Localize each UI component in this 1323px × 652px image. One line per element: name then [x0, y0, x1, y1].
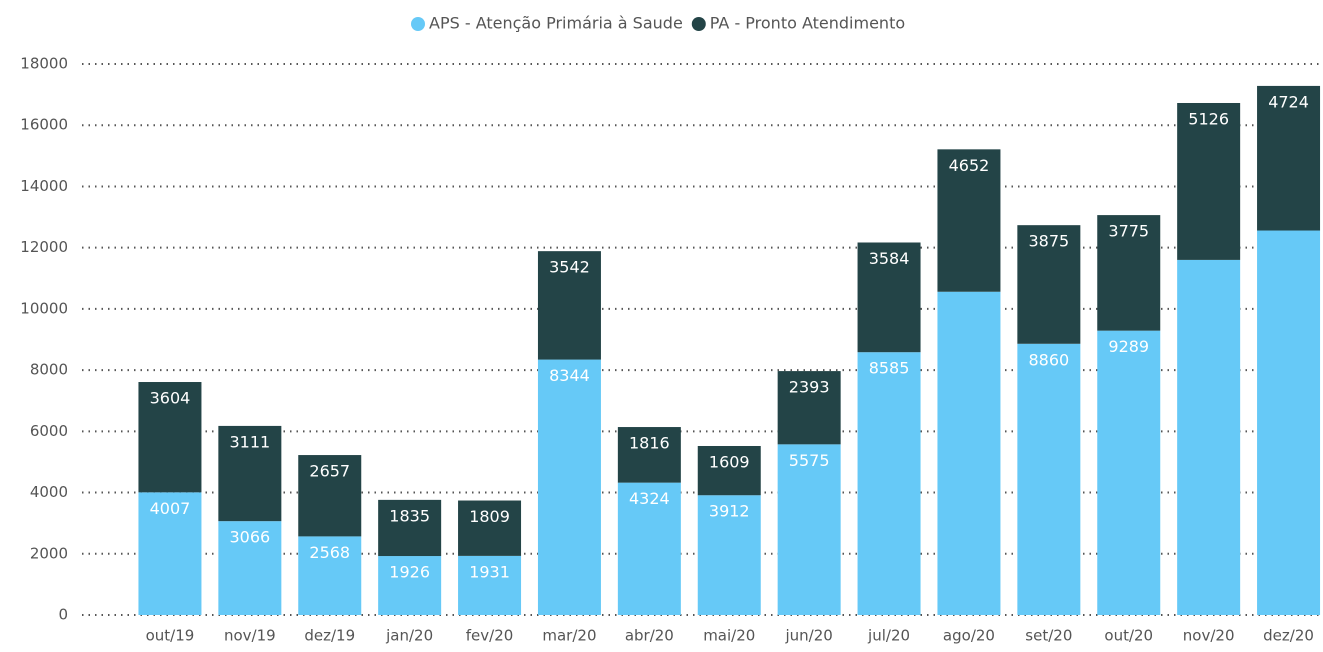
value-label: 4324	[629, 489, 670, 508]
value-label: 3066	[229, 528, 270, 547]
y-tick-label: 0	[58, 606, 68, 624]
value-label: 8344	[549, 366, 590, 385]
x-tick-label: abr/20	[625, 627, 674, 645]
x-tick-label: jan/20	[385, 627, 433, 645]
bar-segment	[617, 427, 681, 483]
y-tick-label: 12000	[20, 238, 68, 256]
bar-segment	[1257, 85, 1321, 231]
value-label: 1609	[709, 452, 750, 471]
value-label: 4652	[949, 156, 990, 175]
x-tick-label: mai/20	[703, 627, 755, 645]
x-tick-label: out/20	[1104, 627, 1153, 645]
value-label: 4724	[1268, 92, 1309, 111]
value-label: 2657	[309, 462, 350, 481]
bar-segment	[378, 556, 442, 615]
value-label: 4007	[150, 499, 191, 518]
bar-segment	[537, 359, 601, 615]
y-tick-label: 10000	[20, 299, 68, 317]
value-label: 2393	[789, 378, 830, 397]
x-tick-label: ago/20	[943, 627, 995, 645]
x-tick-label: fev/20	[466, 627, 514, 645]
x-tick-label: jul/20	[867, 627, 910, 645]
value-label: 3604	[150, 389, 191, 408]
y-tick-label: 6000	[30, 422, 68, 440]
value-label: 8585	[869, 359, 910, 378]
bar-segment	[937, 291, 1001, 615]
bar-segment	[458, 500, 522, 556]
y-tick-label: 2000	[30, 544, 68, 562]
x-tick-label: dez/19	[304, 627, 355, 645]
bar-segment	[298, 536, 362, 615]
bar-segment	[1177, 259, 1241, 615]
x-tick-label: out/19	[146, 627, 195, 645]
bar-segment	[697, 445, 761, 496]
x-tick-label: set/20	[1025, 627, 1072, 645]
y-tick-label: 16000	[20, 116, 68, 134]
value-label: 9289	[1108, 337, 1149, 356]
value-label: 8860	[1028, 350, 1069, 369]
value-label: 3111	[229, 432, 270, 451]
bar-segment	[857, 352, 921, 615]
bar-segment	[777, 371, 841, 445]
bar-segment	[378, 499, 442, 557]
bar-segment	[218, 521, 282, 615]
value-label: 1816	[629, 434, 670, 453]
bar-segment	[1017, 343, 1081, 615]
value-label: 3775	[1108, 222, 1149, 241]
value-label: 3584	[869, 249, 910, 268]
x-tick-label: nov/19	[224, 627, 276, 645]
bar-segment	[138, 492, 202, 615]
bar-segment	[138, 382, 202, 493]
bar-segment	[537, 251, 601, 360]
legend-label: PA - Pronto Atendimento	[710, 14, 905, 33]
legend-label: APS - Atenção Primária à Saude	[429, 14, 683, 33]
value-label: 3542	[549, 258, 590, 277]
bar-segment	[1097, 330, 1161, 615]
y-tick-label: 18000	[20, 55, 68, 73]
x-tick-label: jun/20	[784, 627, 832, 645]
x-tick-label: nov/20	[1183, 627, 1235, 645]
x-tick-label: dez/20	[1263, 627, 1314, 645]
value-label: 1926	[389, 563, 430, 582]
bar-segment	[1177, 102, 1241, 260]
bar-segment	[937, 149, 1001, 292]
value-label: 1809	[469, 507, 510, 526]
bar-segment	[857, 242, 921, 353]
value-label: 3912	[709, 502, 750, 521]
y-tick-label: 8000	[30, 361, 68, 379]
value-label: 2568	[309, 543, 350, 562]
x-tick-label: mar/20	[542, 627, 596, 645]
y-tick-label: 14000	[20, 177, 68, 195]
value-label: 3875	[1028, 232, 1069, 251]
value-label: 5126	[1188, 109, 1229, 128]
bar-segment	[458, 555, 522, 615]
value-label: 5575	[789, 451, 830, 470]
bar-segment	[298, 455, 362, 537]
legend-marker	[691, 17, 706, 31]
legend: APS - Atenção Primária à Saude PA - Pront…	[411, 14, 905, 33]
bar-segment	[697, 495, 761, 615]
value-label: 1835	[389, 506, 430, 525]
bar-segment	[617, 482, 681, 615]
bar-segment	[1257, 230, 1321, 615]
value-label: 1931	[469, 562, 510, 581]
bar-segment	[1097, 215, 1161, 331]
bar-segment	[777, 444, 841, 615]
bar-segment	[1017, 225, 1081, 344]
bar-segment	[218, 425, 282, 522]
y-tick-label: 4000	[30, 483, 68, 501]
legend-marker	[411, 17, 425, 31]
